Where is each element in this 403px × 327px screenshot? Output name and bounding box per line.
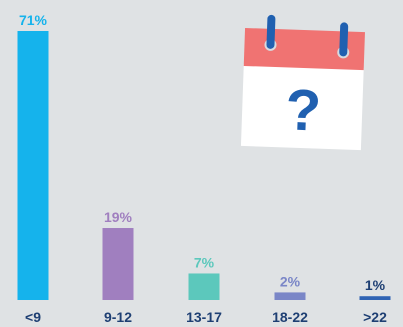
category-label-5: >22 [363,309,387,325]
value-label-2: 19% [104,209,133,225]
labels-layer: 71% <9 19% 9-12 7% 13-17 2% 18-22 1% >22 [19,12,387,325]
value-label-5: 1% [365,277,386,293]
bar-2 [102,228,134,300]
category-label-2: 9-12 [104,309,132,325]
bar-5 [359,296,391,300]
category-label-3: 13-17 [186,309,222,325]
value-label-3: 7% [194,254,215,270]
question-mark-icon: ? [284,77,322,143]
bar-1 [17,31,49,300]
bar-3 [188,273,220,300]
calendar-page [240,63,364,151]
category-label-4: 18-22 [272,309,308,325]
ring-right [339,22,349,57]
ring-left [266,14,276,49]
bars-layer [17,31,391,300]
value-label-1: 71% [19,12,48,28]
calendar-question-icon: ? [240,14,365,151]
value-label-4: 2% [280,273,301,289]
category-label-1: <9 [25,309,41,325]
bar-4 [274,292,306,300]
